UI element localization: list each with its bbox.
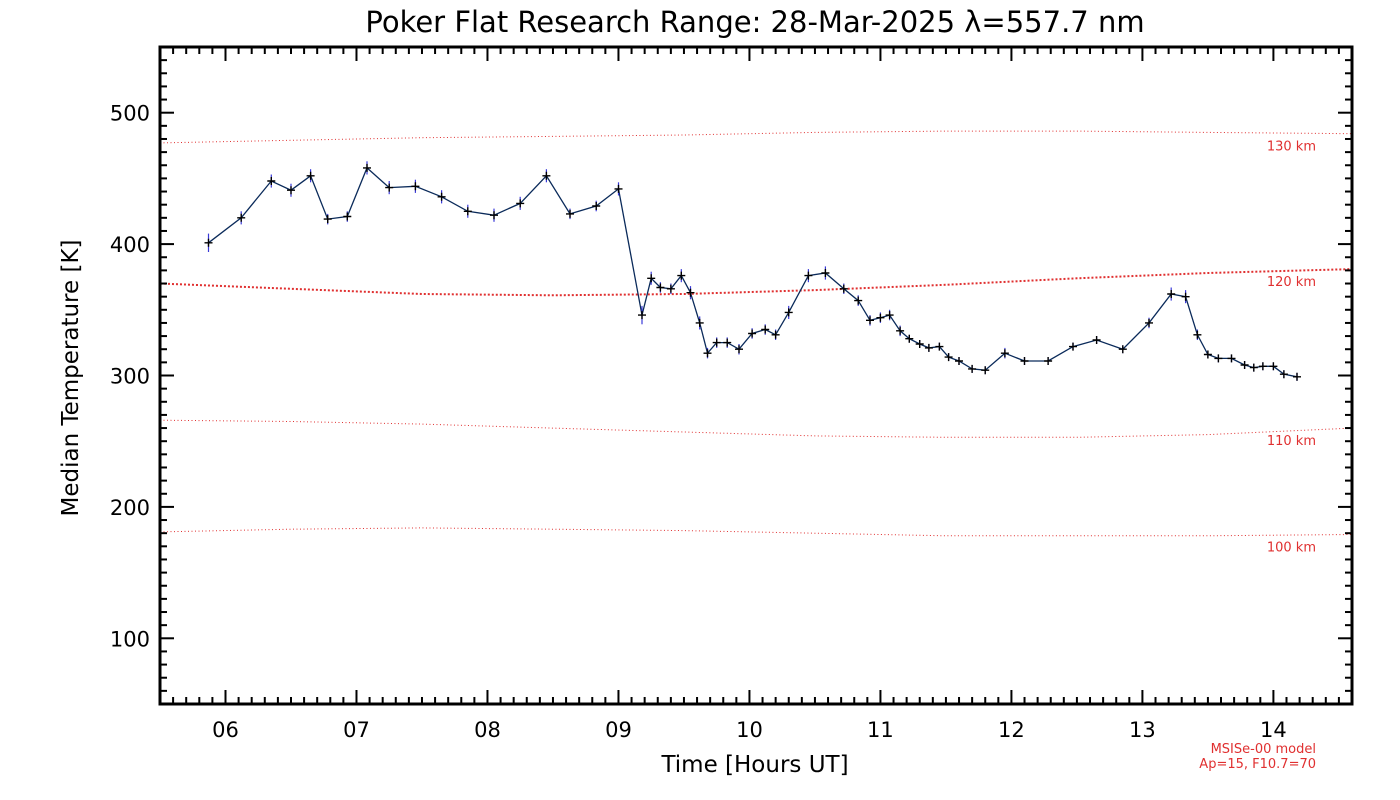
data-point — [566, 209, 574, 218]
data-point — [804, 271, 813, 280]
data-point — [306, 171, 315, 180]
data-point — [1069, 342, 1077, 351]
y-tick-label: 200 — [110, 496, 150, 520]
data-point — [1118, 345, 1127, 354]
data-point — [1000, 349, 1009, 358]
plot-area: 130 km 120 km 110 km 100 km 06 07 08 09 10 11 12 13… — [110, 45, 1354, 742]
data-point — [876, 313, 885, 322]
data-point — [614, 184, 623, 193]
plot-frame — [158, 45, 1354, 706]
data-point — [1249, 363, 1258, 372]
data-point — [516, 199, 525, 208]
y-tick-label: 500 — [110, 102, 150, 126]
data-point — [915, 340, 924, 348]
data-point — [955, 357, 963, 365]
data-point — [968, 364, 977, 373]
data-point — [592, 202, 601, 210]
data-point — [343, 212, 352, 221]
data-point — [656, 283, 665, 292]
x-axis-label: Time [Hours UT] — [660, 752, 848, 778]
data-point — [866, 316, 874, 325]
x-tick-label: 08 — [474, 718, 501, 742]
data-point — [944, 353, 953, 362]
data-point — [638, 311, 646, 320]
data-point — [735, 345, 743, 354]
data-point — [411, 182, 420, 191]
data-point — [1181, 292, 1190, 301]
data-point — [761, 325, 770, 334]
data-point — [771, 330, 780, 339]
data-point — [703, 349, 712, 358]
data-point — [981, 366, 990, 375]
data-point — [748, 329, 757, 338]
x-tick-label: 06 — [212, 718, 239, 742]
data-point — [204, 238, 213, 247]
data-point — [490, 211, 498, 220]
y-axis-label: Median Temperature [K] — [58, 240, 84, 517]
model-curve-110-km — [159, 419, 1353, 438]
data-point — [1214, 354, 1223, 363]
data-point — [1227, 354, 1236, 363]
data-point — [1092, 336, 1101, 344]
data-point — [854, 296, 863, 305]
data-point — [784, 308, 793, 317]
model-curve-label: 120 km — [1267, 275, 1316, 290]
model-curve-130-km — [159, 130, 1353, 144]
model-curve-label: 130 km — [1267, 140, 1316, 155]
data-point — [1193, 330, 1202, 339]
data-point — [1203, 350, 1212, 359]
data-point — [1293, 372, 1301, 381]
data-point — [287, 186, 295, 195]
data-point — [695, 318, 704, 327]
data-point — [385, 183, 394, 192]
y-tick-label: 300 — [110, 365, 150, 389]
y-tick-label: 400 — [110, 233, 150, 257]
data-point — [1279, 370, 1288, 379]
model-curve-label: 100 km — [1267, 541, 1316, 556]
model-name-annotation: MSISe-00 model — [1211, 742, 1316, 757]
data-point — [1044, 357, 1053, 365]
data-point — [1145, 318, 1153, 327]
data-point — [542, 171, 551, 180]
data-point — [647, 274, 656, 283]
data-point — [1269, 362, 1278, 371]
data-point — [723, 338, 732, 347]
model-params-annotation: Ap=15, F10.7=70 — [1199, 757, 1316, 772]
chart-title: Poker Flat Research Range: 28-Mar-2025 λ… — [365, 5, 1144, 39]
data-point — [1258, 362, 1267, 371]
data-point — [1240, 361, 1249, 369]
data-point — [905, 334, 914, 343]
data-point — [323, 215, 332, 224]
data-point — [821, 269, 830, 277]
data-point — [712, 338, 721, 347]
data-point — [363, 163, 371, 172]
data-point — [677, 271, 686, 280]
data-point — [896, 326, 905, 335]
series-line — [208, 166, 1298, 378]
x-tick-label: 14 — [1260, 718, 1287, 742]
x-tick-label: 07 — [343, 718, 370, 742]
model-curve-100-km — [159, 527, 1353, 537]
x-tick-label: 09 — [605, 718, 632, 742]
model-curve-120-km — [159, 268, 1353, 297]
data-point — [463, 207, 472, 216]
data-point — [237, 213, 246, 222]
data-point — [686, 288, 695, 297]
data-point — [666, 284, 675, 293]
data-point — [924, 343, 933, 352]
data-point — [1020, 357, 1029, 365]
x-tick-label: 11 — [867, 718, 894, 742]
data-point — [437, 192, 446, 201]
data-point — [885, 311, 894, 320]
x-tick-label: 13 — [1129, 718, 1156, 742]
data-point — [839, 284, 848, 293]
x-tick-label: 10 — [736, 718, 763, 742]
data-point — [267, 177, 276, 185]
data-point — [1167, 290, 1176, 298]
y-tick-label: 100 — [110, 627, 150, 651]
x-tick-label: 12 — [998, 718, 1025, 742]
data-point — [935, 342, 944, 351]
model-curve-label: 110 km — [1267, 434, 1316, 449]
